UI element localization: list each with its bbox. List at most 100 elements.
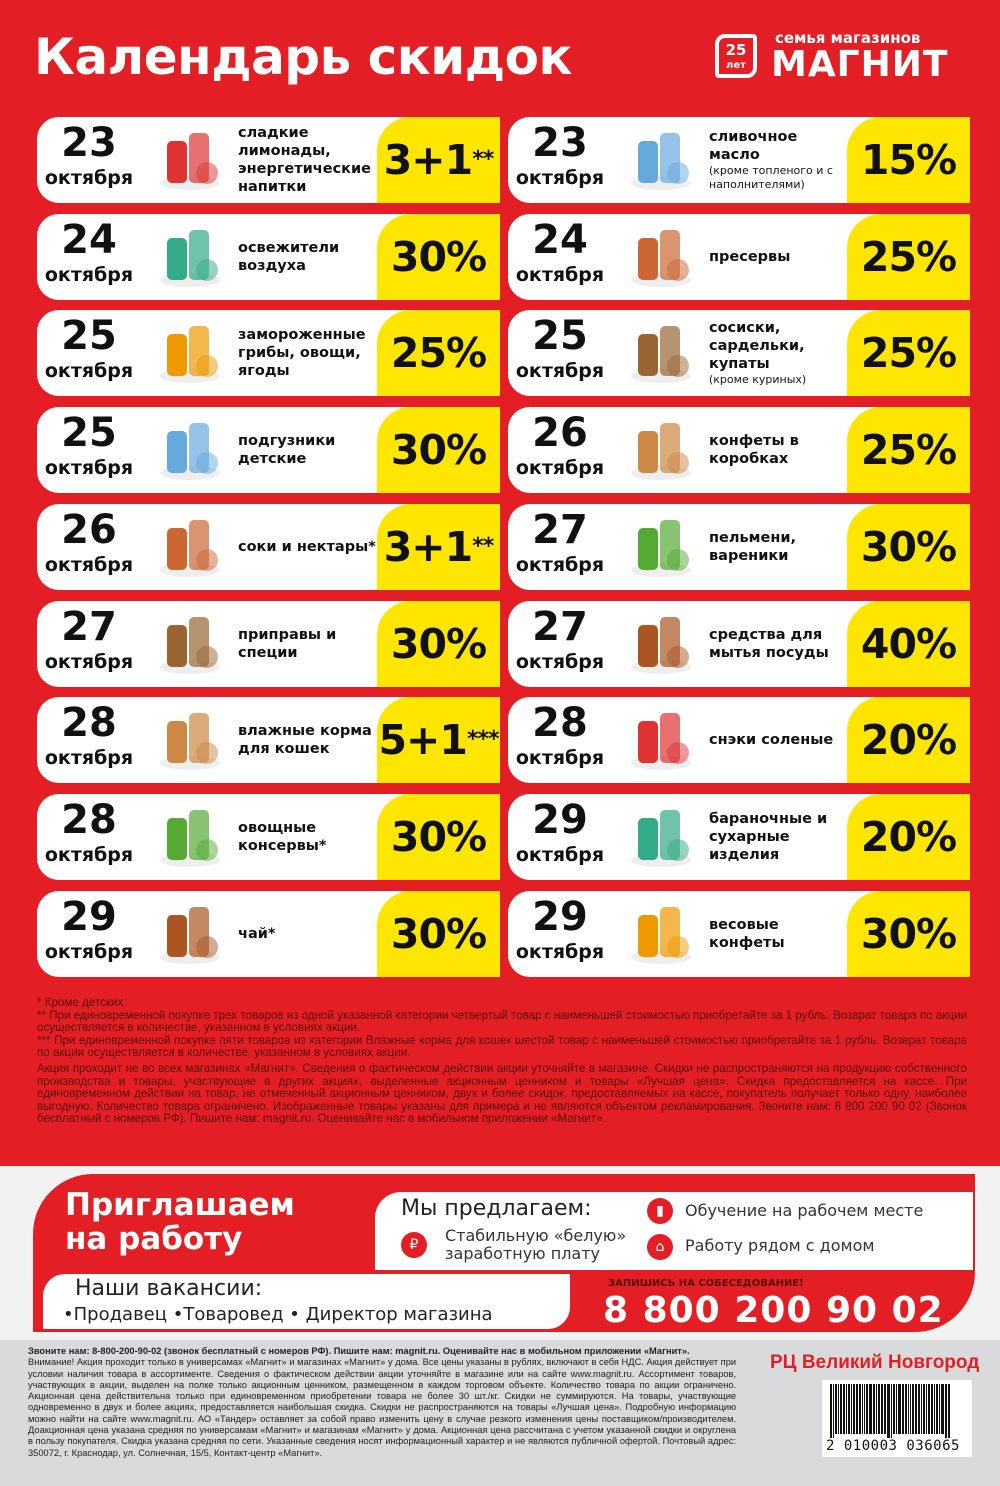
- magnit-logo: 25 лет семья магазинов МАГНИТ: [715, 26, 975, 86]
- date-month: октября: [515, 747, 605, 770]
- discount-value: 30%: [390, 909, 487, 958]
- discount-value: 25%: [860, 329, 957, 378]
- discount-badge: 3+1 **: [377, 503, 500, 590]
- category-name: пресервы: [709, 214, 849, 300]
- discount-value: 40%: [860, 619, 957, 668]
- preserves-icon: [626, 224, 696, 290]
- barcode-bar: [873, 1384, 875, 1434]
- discount-card: 27 октября приправы и специи 30%: [37, 600, 500, 687]
- discount-value: 3+1: [383, 136, 473, 184]
- date-month: октября: [44, 457, 134, 480]
- category-label: освежители воздуха: [238, 239, 340, 274]
- recruitment-section: Приглашаем на работу Мы предлагаем: ₽ Ст…: [0, 1166, 1000, 1340]
- category-name: средства для мытья посуды: [709, 601, 849, 687]
- discount-card: 23 октября сладкие лимонады, энергетичес…: [37, 117, 500, 203]
- discount-badge: 25%: [847, 407, 970, 494]
- barcode-bar: [896, 1384, 897, 1434]
- footnote-mark: **: [472, 147, 494, 172]
- discount-value: 20%: [860, 716, 957, 765]
- barcode-bar: [908, 1384, 909, 1434]
- category-name: приправы и специи: [238, 601, 378, 687]
- discount-value: 25%: [860, 232, 957, 281]
- category-note: (кроме куриных): [709, 373, 807, 387]
- category-name: чай*: [238, 891, 378, 977]
- category-name: снэки соленые: [709, 697, 849, 783]
- discount-badge: 30%: [377, 600, 500, 687]
- barcode-bar: [905, 1384, 907, 1434]
- barcode-bar: [912, 1384, 914, 1434]
- barcode-bar: [931, 1384, 933, 1434]
- discount-card: 25 октября подгузники детские 30%: [37, 407, 500, 494]
- anniversary-unit: лет: [726, 60, 746, 71]
- discount-value: 20%: [860, 812, 957, 861]
- category-label: пельмени, вареники: [709, 529, 797, 564]
- discount-card: 25 октября сосиски, сардельки, купаты (кр…: [508, 310, 970, 397]
- barcode-bar: [902, 1384, 904, 1434]
- candy-icon: [626, 901, 696, 967]
- barcode-bar: [948, 1384, 950, 1438]
- discount-value: 30%: [860, 522, 957, 571]
- barcode-bar: [891, 1384, 892, 1438]
- category-name: освежители воздуха: [238, 214, 378, 300]
- barcode-bar: [910, 1384, 911, 1434]
- discount-badge: 30%: [377, 407, 500, 494]
- barcode-bar: [862, 1384, 863, 1434]
- discount-value: 30%: [860, 909, 957, 958]
- legal-text: Звоните нам: 8-800-200-90-02 (звонок бес…: [28, 1346, 736, 1459]
- discount-badge: 20%: [847, 793, 970, 880]
- category-label: средства для мытья посуды: [709, 626, 829, 661]
- barcode-bar: [893, 1384, 895, 1434]
- salary-hand-icon: ₽: [401, 1232, 427, 1258]
- category-label: сосиски, сардельки, купаты: [709, 320, 805, 373]
- discount-badge: 30%: [377, 213, 500, 300]
- offer-panel: Мы предлагаем: ₽ Стабильную «белую» зара…: [375, 1192, 973, 1270]
- discount-badge: 3+1 **: [377, 117, 500, 203]
- barcode-bar: [876, 1384, 877, 1434]
- date-month: октября: [44, 553, 134, 576]
- category-name: подгузники детские: [238, 407, 378, 493]
- discount-card: 27 октября средства для мытья посуды 40%: [508, 600, 970, 687]
- discount-card: 29 октября бараночные и сухарные изделия…: [508, 793, 970, 880]
- discount-card: 28 октября овощные консервы* 30%: [37, 793, 500, 880]
- discount-card: 29 октября чай* 30%: [37, 890, 500, 977]
- interview-call-to-action: ЗАПИШИСЬ НА СОБЕСЕДОВАНИЕ!: [608, 1278, 804, 1289]
- promo-terms: Акция проходит не во всех магазинах «Маг…: [37, 1061, 967, 1126]
- barcode-bar: [921, 1384, 922, 1434]
- anniversary-number: 25: [725, 41, 747, 59]
- date-day: 27: [532, 603, 588, 650]
- footnotes: * Кроме детских. ** При единовременной п…: [37, 996, 967, 1126]
- date-day: 24: [61, 216, 117, 263]
- recruitment-phone[interactable]: 8 800 200 90 02: [603, 1290, 944, 1331]
- discount-value: 25%: [860, 426, 957, 475]
- region-label: РЦ Великий Новгород: [770, 1352, 980, 1373]
- canned-vegetables-icon: [155, 804, 225, 870]
- barcode-bar: [848, 1384, 850, 1434]
- date-month: октября: [44, 650, 134, 673]
- date-day: 25: [61, 313, 117, 360]
- offer-training: Обучение на рабочем месте: [685, 1201, 924, 1220]
- barcode-bar: [856, 1384, 858, 1434]
- date-day: 25: [61, 410, 117, 457]
- offer-title: Мы предлагаем:: [401, 1196, 592, 1221]
- butter-icon: [626, 127, 696, 193]
- discount-card: 24 октября пресервы 25%: [508, 213, 970, 300]
- date-day: 26: [61, 506, 117, 553]
- discount-card: 25 октября замороженные грибы, овощи, яг…: [37, 310, 500, 397]
- date-day: 25: [532, 313, 588, 360]
- date-month: октября: [44, 263, 134, 286]
- page-title: Календарь скидок: [34, 28, 572, 86]
- category-label: конфеты в коробках: [709, 433, 799, 468]
- offer-salary: Стабильную «белую» заработную плату: [445, 1226, 627, 1263]
- footnote-1: * Кроме детских.: [37, 996, 127, 1009]
- barcode-bar: [945, 1384, 947, 1438]
- spices-icon: [155, 611, 225, 677]
- barcode-bar: [941, 1384, 944, 1434]
- barcode-bar: [881, 1384, 883, 1434]
- category-name: овощные консервы*: [238, 794, 378, 880]
- vacancies-panel: Наши вакансии: •Продавец •Товаровед • Ди…: [43, 1274, 570, 1329]
- category-name: сосиски, сардельки, купаты (кроме куриных…: [709, 310, 849, 396]
- barcode-bar: [864, 1384, 865, 1434]
- date-month: октября: [515, 457, 605, 480]
- date-day: 29: [532, 796, 588, 843]
- snacks-icon: [626, 707, 696, 773]
